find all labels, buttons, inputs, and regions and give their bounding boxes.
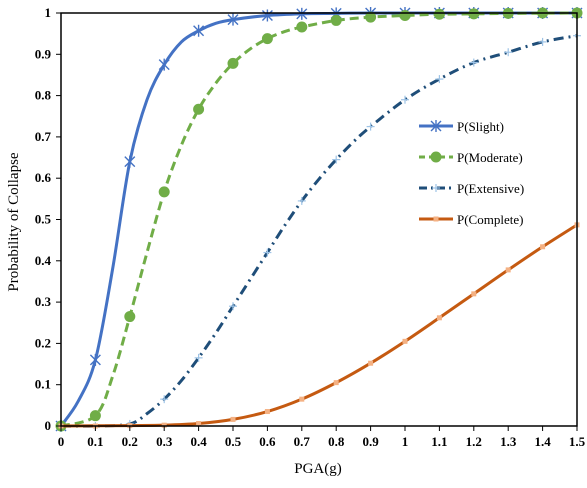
x-tick-label: 1.5 bbox=[569, 434, 586, 449]
legend-marker bbox=[432, 184, 440, 192]
x-tick-label: 0.4 bbox=[190, 434, 207, 449]
data-point-pextensive bbox=[263, 248, 272, 257]
data-point-pextensive bbox=[194, 353, 203, 362]
legend-item-pextensive: P(Extensive) bbox=[419, 181, 524, 196]
legend-label: P(Extensive) bbox=[457, 181, 524, 196]
data-point-pcomplete bbox=[299, 396, 305, 402]
series-line-pmoderate bbox=[60, 11, 578, 428]
data-point-pslight bbox=[89, 353, 101, 366]
y-tick-label: 0.8 bbox=[35, 88, 52, 103]
y-tick-label: 1 bbox=[45, 5, 52, 20]
data-point-pmoderate bbox=[330, 14, 342, 26]
x-tick-label: 0.9 bbox=[362, 434, 379, 449]
data-point-pmoderate bbox=[365, 11, 377, 23]
data-point-pcomplete bbox=[436, 315, 442, 321]
y-tick-label: 0.4 bbox=[35, 253, 52, 268]
data-point-pslight bbox=[124, 155, 136, 168]
data-point-pcomplete bbox=[333, 380, 339, 386]
y-tick-label: 0.7 bbox=[35, 129, 52, 144]
x-axis-title: PGA(g) bbox=[294, 461, 342, 477]
data-point-pcomplete bbox=[540, 244, 546, 250]
y-tick-label: 0.9 bbox=[35, 46, 52, 61]
legend-item-pmoderate: P(Moderate) bbox=[419, 150, 523, 165]
data-point-pcomplete bbox=[264, 409, 270, 415]
legend-label: P(Moderate) bbox=[457, 150, 523, 165]
y-axis-title: Probability of Collapse bbox=[6, 152, 22, 291]
legend-label: P(Complete) bbox=[457, 212, 523, 227]
data-point-pcomplete bbox=[505, 267, 511, 273]
x-tick-label: 1.1 bbox=[431, 434, 447, 449]
y-tick-label: 0.2 bbox=[35, 335, 51, 350]
x-tick-label: 1.3 bbox=[500, 434, 517, 449]
x-tick-label: 0.3 bbox=[156, 434, 173, 449]
data-point-pextensive bbox=[435, 75, 444, 84]
data-point-pmoderate bbox=[227, 57, 239, 69]
legend: P(Slight) P(Moderate) P(Extensive) P(Comple… bbox=[419, 119, 524, 227]
plot-background bbox=[61, 13, 577, 426]
plot-frame bbox=[60, 12, 578, 427]
legend-item-pcomplete: P(Complete) bbox=[419, 212, 523, 227]
x-tick-label: 0.6 bbox=[259, 434, 276, 449]
y-tick-label: 0 bbox=[45, 418, 52, 433]
data-point-pmoderate bbox=[399, 9, 411, 21]
data-point-pextensive bbox=[469, 58, 478, 67]
data-point-pcomplete bbox=[161, 422, 167, 428]
series-layer bbox=[55, 7, 583, 432]
x-tick-label: 1 bbox=[402, 434, 409, 449]
legend-marker bbox=[433, 216, 439, 222]
data-point-pslight bbox=[261, 9, 273, 22]
x-tick-label: 0.7 bbox=[294, 434, 311, 449]
axes-layer: 0 0.1 0.2 0.3 0.4 0.5 0.6 0.7 0.8 0.9 1 0 0.1 0.2 0.3 0… bbox=[35, 5, 586, 449]
data-point-pextensive bbox=[366, 122, 375, 131]
data-point-pextensive bbox=[229, 302, 237, 311]
data-point-pmoderate bbox=[296, 21, 308, 33]
series-line-pextensive bbox=[60, 34, 578, 428]
data-point-pmoderate bbox=[124, 311, 136, 323]
data-point-pextensive bbox=[332, 155, 341, 164]
y-tick-label: 0.1 bbox=[35, 377, 51, 392]
x-tick-label: 0 bbox=[58, 434, 65, 449]
data-point-pmoderate bbox=[89, 410, 101, 422]
data-point-pcomplete bbox=[402, 338, 408, 344]
data-point-pslight bbox=[193, 24, 205, 37]
data-point-pextensive bbox=[297, 196, 306, 205]
data-point-pcomplete bbox=[368, 360, 374, 366]
data-point-pslight bbox=[296, 7, 308, 20]
x-tick-label: 0.1 bbox=[87, 434, 103, 449]
data-point-pextensive bbox=[504, 48, 513, 57]
data-point-pcomplete bbox=[230, 416, 236, 422]
legend-label: P(Slight) bbox=[457, 119, 504, 134]
data-point-pextensive bbox=[160, 395, 169, 404]
data-point-pcomplete bbox=[196, 421, 202, 427]
data-point-pmoderate bbox=[193, 103, 205, 115]
x-tick-label: 0.5 bbox=[225, 434, 242, 449]
legend-marker bbox=[430, 120, 442, 132]
data-point-pcomplete bbox=[471, 291, 477, 297]
legend-item-pslight: P(Slight) bbox=[419, 119, 504, 134]
data-point-pmoderate bbox=[158, 186, 170, 198]
y-tick-label: 0.5 bbox=[35, 212, 52, 227]
y-tick-label: 0.6 bbox=[35, 170, 52, 185]
data-point-pslight bbox=[158, 58, 170, 71]
data-point-pmoderate bbox=[433, 8, 445, 20]
x-tick-label: 0.8 bbox=[328, 434, 345, 449]
y-tick-label: 0.3 bbox=[35, 294, 52, 309]
data-point-pslight bbox=[227, 13, 239, 26]
data-point-pextensive bbox=[538, 37, 547, 46]
x-tick-label: 1.4 bbox=[534, 434, 551, 449]
legend-marker bbox=[430, 151, 442, 163]
data-point-pmoderate bbox=[261, 33, 273, 45]
x-tick-label: 0.2 bbox=[122, 434, 138, 449]
plot-area bbox=[61, 13, 577, 426]
data-point-pextensive bbox=[401, 95, 409, 104]
x-tick-label: 1.2 bbox=[466, 434, 482, 449]
data-point-pmoderate bbox=[468, 8, 480, 20]
